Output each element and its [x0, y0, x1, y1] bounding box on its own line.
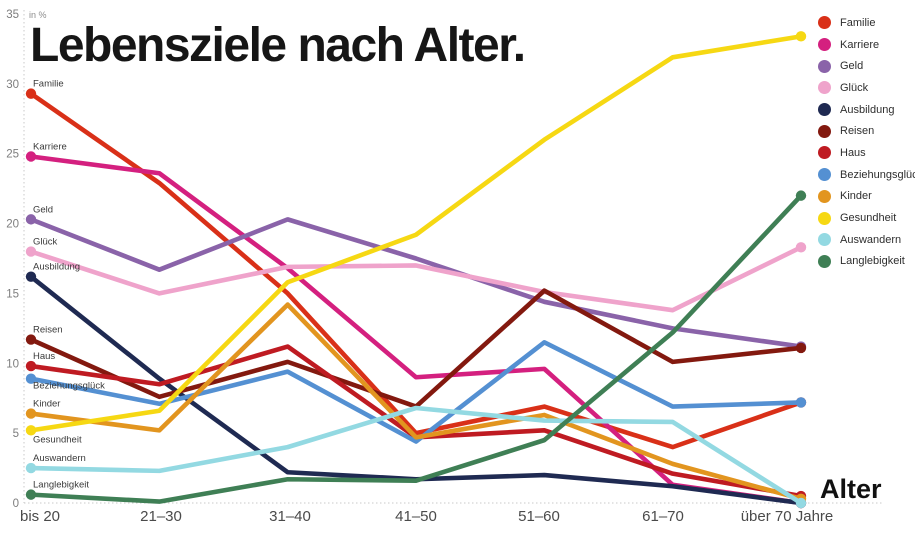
legend: Familie Karriere Geld Glück Ausbildung Reisen…	[818, 12, 915, 272]
series-end-dot-gesundheit	[795, 31, 807, 42]
series-label-langlebigkeit: Langlebigkeit	[33, 480, 89, 491]
y-tick-label: 20	[6, 219, 19, 231]
series-label-kinder: Kinder	[33, 399, 60, 410]
series-start-dot-familie	[25, 88, 37, 99]
legend-dot-icon	[818, 146, 831, 160]
series-label-auswandern: Auswandern	[33, 453, 86, 464]
legend-label: Ausbildung	[840, 103, 895, 116]
series-label-glück: Glück	[33, 237, 58, 248]
x-tick-label: 21–30	[140, 508, 182, 525]
legend-dot-icon	[818, 168, 831, 182]
legend-dot-icon	[818, 124, 831, 138]
y-tick-label: 30	[6, 79, 19, 91]
legend-dot-icon	[818, 81, 831, 95]
legend-label: Glück	[840, 81, 869, 94]
series-start-dot-ausbildung	[25, 271, 37, 282]
series-start-dot-glück	[25, 246, 37, 257]
series-line-kinder	[28, 302, 804, 502]
series-line-gesundheit	[28, 34, 804, 433]
series-line-familie	[28, 91, 804, 450]
legend-label: Reisen	[840, 125, 875, 138]
series-end-dot-auswandern	[795, 497, 807, 509]
series-line-beziehungsglück	[28, 340, 804, 444]
legend-label: Beziehungsglück	[840, 168, 915, 181]
legend-dot-icon	[818, 189, 831, 203]
series-label-geld: Geld	[33, 204, 53, 215]
series-line-geld	[28, 217, 804, 349]
legend-label: Kinder	[840, 190, 872, 203]
series-start-dot-geld	[25, 214, 37, 225]
legend-item: Haus	[818, 142, 915, 164]
legend-item: Geld	[818, 55, 915, 77]
legend-item: Langlebigkeit	[818, 251, 915, 273]
legend-dot-icon	[818, 254, 831, 268]
legend-label: Geld	[840, 60, 864, 73]
legend-label: Karriere	[840, 38, 880, 51]
series-start-dot-auswandern	[25, 462, 37, 474]
series-start-dot-beziehungsglück	[25, 373, 37, 384]
x-tick-label: über 70 Jahre	[741, 508, 834, 525]
series-end-dot-beziehungsglück	[795, 397, 807, 408]
y-tick-label: 0	[13, 498, 19, 510]
series-label-reisen: Reisen	[33, 325, 63, 336]
y-axis-unit-label: in %	[29, 10, 47, 20]
chart-title: Lebensziele nach Alter.	[30, 19, 526, 72]
series-start-dot-gesundheit	[25, 425, 37, 436]
y-tick-label: 15	[6, 288, 19, 300]
legend-dot-icon	[818, 59, 831, 73]
series-line-langlebigkeit	[28, 193, 804, 504]
series-end-dot-langlebigkeit	[795, 190, 807, 201]
legend-label: Auswandern	[840, 233, 902, 246]
legend-label: Langlebigkeit	[840, 255, 905, 268]
series-line-auswandern	[28, 405, 804, 506]
legend-item: Glück	[818, 77, 915, 99]
series-label-karriere: Karriere	[33, 142, 67, 153]
series-start-dot-karriere	[25, 151, 37, 162]
x-tick-label: 61–70	[642, 508, 684, 525]
legend-item: Reisen	[818, 120, 915, 142]
legend-item: Beziehungsglück	[818, 164, 915, 186]
y-tick-label: 5	[13, 428, 19, 440]
series-start-dot-langlebigkeit	[25, 489, 37, 500]
y-tick-label: 25	[6, 149, 19, 161]
series-label-ausbildung: Ausbildung	[33, 262, 80, 273]
y-tick-label: 10	[6, 358, 19, 370]
legend-item: Kinder	[818, 186, 915, 208]
x-tick-label: bis 20	[20, 508, 60, 525]
legend-dot-icon	[818, 233, 831, 247]
legend-dot-icon	[818, 38, 831, 52]
legend-item: Familie	[818, 12, 915, 34]
y-tick-label: 35	[6, 9, 19, 21]
legend-item: Gesundheit	[818, 207, 915, 229]
legend-dot-icon	[818, 211, 831, 225]
legend-item: Ausbildung	[818, 99, 915, 121]
series-start-dot-kinder	[25, 408, 37, 419]
series-label-gesundheit: Gesundheit	[33, 434, 82, 445]
x-tick-label: 41–50	[395, 508, 437, 525]
series-line-glück	[28, 245, 804, 313]
legend-label: Gesundheit	[840, 212, 897, 225]
series-label-haus: Haus	[33, 351, 55, 362]
legend-dot-icon	[818, 103, 831, 117]
series-start-dot-reisen	[25, 334, 37, 345]
x-tick-label: 51–60	[518, 508, 560, 525]
x-tick-label: 31–40	[269, 508, 311, 525]
series-line-reisen	[28, 288, 804, 409]
x-axis-title: Alter	[820, 474, 882, 504]
series-end-dot-glück	[795, 242, 807, 253]
legend-item: Karriere	[818, 34, 915, 56]
legend-item: Auswandern	[818, 229, 915, 251]
legend-dot-icon	[818, 16, 831, 30]
series-label-familie: Familie	[33, 79, 64, 90]
series-label-beziehungsglück: Beziehungsglück	[33, 381, 105, 392]
series-start-dot-haus	[25, 360, 37, 372]
series-end-dot-reisen	[795, 342, 807, 354]
legend-label: Haus	[840, 146, 866, 159]
legend-label: Familie	[840, 16, 876, 29]
